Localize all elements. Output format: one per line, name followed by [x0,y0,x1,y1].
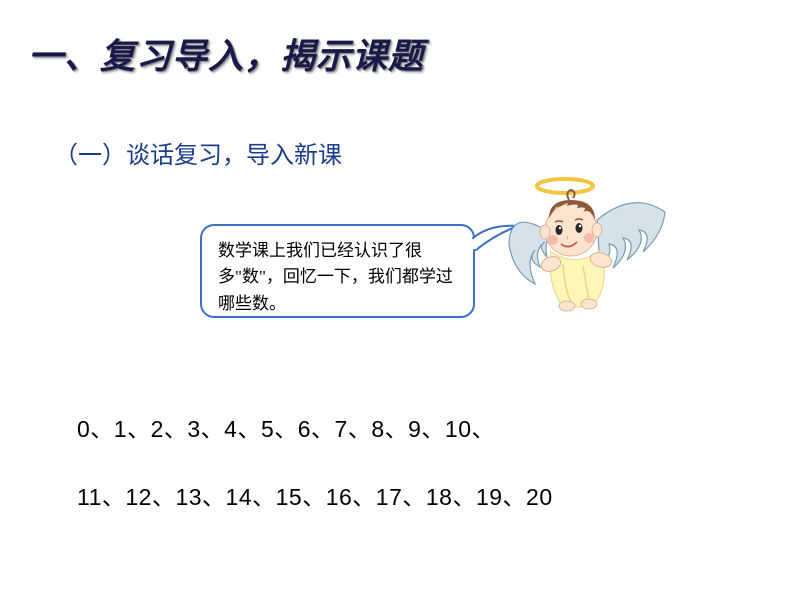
halo-icon [537,179,593,193]
number-list-row-2: 11、12、13、14、15、16、17、18、19、20 [77,478,553,512]
subtitle-text: （一）谈话复习，导入新课 [54,135,342,170]
angel-illustration [505,172,670,322]
speech-text: 数学课上我们已经认识了很多"数"，回忆一下，我们都学过哪些数。 [218,241,453,313]
main-heading: 一、复习导入，揭示课题 [28,28,424,79]
left-eye [556,225,563,235]
speech-bubble: 数学课上我们已经认识了很多"数"，回忆一下，我们都学过哪些数。 [200,224,475,318]
right-eye [576,223,583,233]
number-list-row-1: 0、1、2、3、4、5、6、7、8、9、10、 [77,410,495,444]
